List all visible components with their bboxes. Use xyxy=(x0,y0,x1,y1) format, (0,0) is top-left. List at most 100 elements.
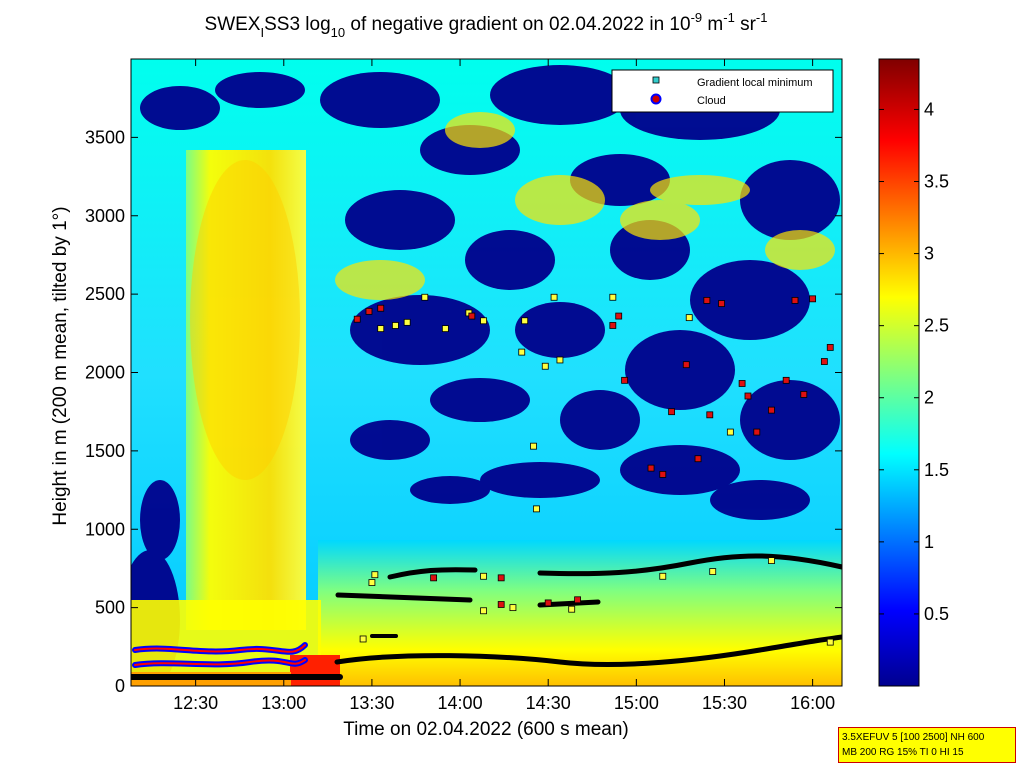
gradient-minimum-marker xyxy=(768,557,775,564)
gradient-minimum-marker xyxy=(480,317,487,325)
gradient-minimum-marker xyxy=(368,579,376,586)
cloud-marker xyxy=(468,312,476,320)
x-tick-label: 16:00 xyxy=(790,693,835,713)
x-axis: 12:30 13:00 13:30 14:00 14:30 15:00 15:30 16:00 xyxy=(173,59,835,713)
x-axis-label: Time on 02.04.2022 (600 s mean) xyxy=(343,719,629,740)
x-tick-label: 14:30 xyxy=(526,693,571,713)
colorbar-tick-label: 1.5 xyxy=(924,460,949,480)
info-box: 3.5XEFUV 5 [100 2500] NH 600 MB 200 RG 1… xyxy=(838,727,1016,763)
x-tick-label: 14:00 xyxy=(438,693,483,713)
cloud-marker xyxy=(703,296,711,304)
legend-marker-gradient xyxy=(652,76,660,84)
cloud-marker xyxy=(718,300,725,307)
cloud-marker xyxy=(694,455,702,463)
y-axis-label: Height in m (200 m mean, tilted by 1°) xyxy=(50,206,71,525)
legend-label-cloud: Cloud xyxy=(697,95,726,107)
cloud-marker xyxy=(659,470,667,478)
cloud-marker xyxy=(621,376,628,384)
gradient-minimum-marker xyxy=(441,325,449,333)
cloud-marker xyxy=(574,596,581,604)
heatmap xyxy=(131,59,842,686)
gradient-minimum-marker xyxy=(568,605,576,613)
chart-title: SWEXISS3 log10 of negative gradient on 0… xyxy=(205,10,768,40)
cloud-marker xyxy=(744,392,752,400)
gradient-minimum-marker xyxy=(533,505,540,513)
cloud-marker xyxy=(615,312,623,320)
colorbar-tick-label: 4 xyxy=(924,99,934,119)
gradient-minimum-marker xyxy=(609,293,617,301)
y-tick-label: 3000 xyxy=(85,206,125,226)
x-tick-label: 13:30 xyxy=(349,693,394,713)
gradient-minimum-marker xyxy=(685,314,693,322)
cloud-marker xyxy=(544,599,552,607)
cloud-marker xyxy=(353,315,361,323)
cloud-marker xyxy=(800,391,808,398)
cloud-marker xyxy=(497,574,505,582)
y-tick-label: 3500 xyxy=(85,127,125,147)
tracks xyxy=(131,553,842,680)
x-tick-label: 12:30 xyxy=(173,693,218,713)
gradient-minimum-marker xyxy=(480,607,487,615)
cloud-marker xyxy=(647,464,655,472)
cloud-marker xyxy=(668,408,675,416)
y-axis: 0 500 1000 1500 2000 2500 3000 3500 xyxy=(85,127,842,696)
gradient-minimum-marker xyxy=(392,322,399,329)
cloud-marker xyxy=(497,601,505,608)
cloud-marker xyxy=(809,295,817,303)
colorbar-tick-label: 1 xyxy=(924,532,934,552)
x-tick-label: 15:00 xyxy=(614,693,659,713)
y-tick-label: 1500 xyxy=(85,441,125,461)
cloud-marker xyxy=(791,296,799,304)
cloud-marker xyxy=(430,574,438,582)
gradient-minimum-marker xyxy=(403,318,411,326)
gradient-minimum-marker xyxy=(709,568,717,575)
gradient-minimum-marker xyxy=(518,348,526,356)
gradient-minimum-marker xyxy=(659,572,667,580)
cloud-marker xyxy=(682,361,690,369)
cloud-marker xyxy=(768,406,775,414)
gradient-minimum-marker xyxy=(509,604,517,612)
markers xyxy=(353,293,834,646)
cloud-marker xyxy=(706,411,714,419)
cloud-marker xyxy=(365,307,373,315)
colorbar-tick-label: 0.5 xyxy=(924,604,949,624)
info-line-2: MB 200 RG 15% TI 0 HI 15 xyxy=(842,747,964,758)
gradient-minimum-marker xyxy=(359,635,367,643)
gradient-minimum-marker xyxy=(421,293,429,301)
cloud-marker xyxy=(377,304,385,312)
cloud-marker xyxy=(782,376,790,384)
legend-marker-cloud xyxy=(650,93,662,105)
legend: Gradient local minimum Cloud xyxy=(611,69,834,113)
cloud-marker xyxy=(738,380,746,387)
colorbar-axis: 0.5 1 1.5 2 2.5 3 3.5 4 xyxy=(879,99,949,624)
gradient-minimum-marker xyxy=(530,442,537,450)
gradient-minimum-marker xyxy=(377,325,385,333)
x-tick-label: 13:00 xyxy=(261,693,306,713)
gradient-minimum-marker xyxy=(541,362,549,370)
legend-label-gradient: Gradient local minimum xyxy=(697,77,813,89)
colorbar-tick-label: 3.5 xyxy=(924,172,949,192)
y-tick-label: 2000 xyxy=(85,363,125,383)
info-line-1: 3.5XEFUV 5 [100 2500] NH 600 xyxy=(842,732,985,743)
cloud-marker xyxy=(609,322,617,329)
gradient-minimum-marker xyxy=(371,571,379,579)
colorbar-tick-label: 2 xyxy=(924,388,934,408)
gradient-minimum-marker xyxy=(726,428,734,436)
cloud-marker xyxy=(820,358,828,365)
colorbar-tick-label: 3 xyxy=(924,244,934,264)
x-tick-label: 15:30 xyxy=(702,693,747,713)
y-tick-label: 0 xyxy=(115,676,125,696)
gradient-minimum-marker xyxy=(521,317,529,325)
colorbar-tick-label: 2.5 xyxy=(924,316,949,336)
gradient-minimum-marker xyxy=(826,638,834,646)
y-tick-label: 2500 xyxy=(85,284,125,304)
gradient-minimum-marker xyxy=(480,572,487,580)
y-tick-label: 500 xyxy=(95,598,125,618)
gradient-minimum-marker xyxy=(550,293,558,301)
y-tick-label: 1000 xyxy=(85,519,125,539)
colorbar xyxy=(878,58,920,687)
gradient-minimum-marker xyxy=(556,356,564,364)
cloud-marker xyxy=(753,428,761,436)
cloud-marker xyxy=(826,344,834,351)
